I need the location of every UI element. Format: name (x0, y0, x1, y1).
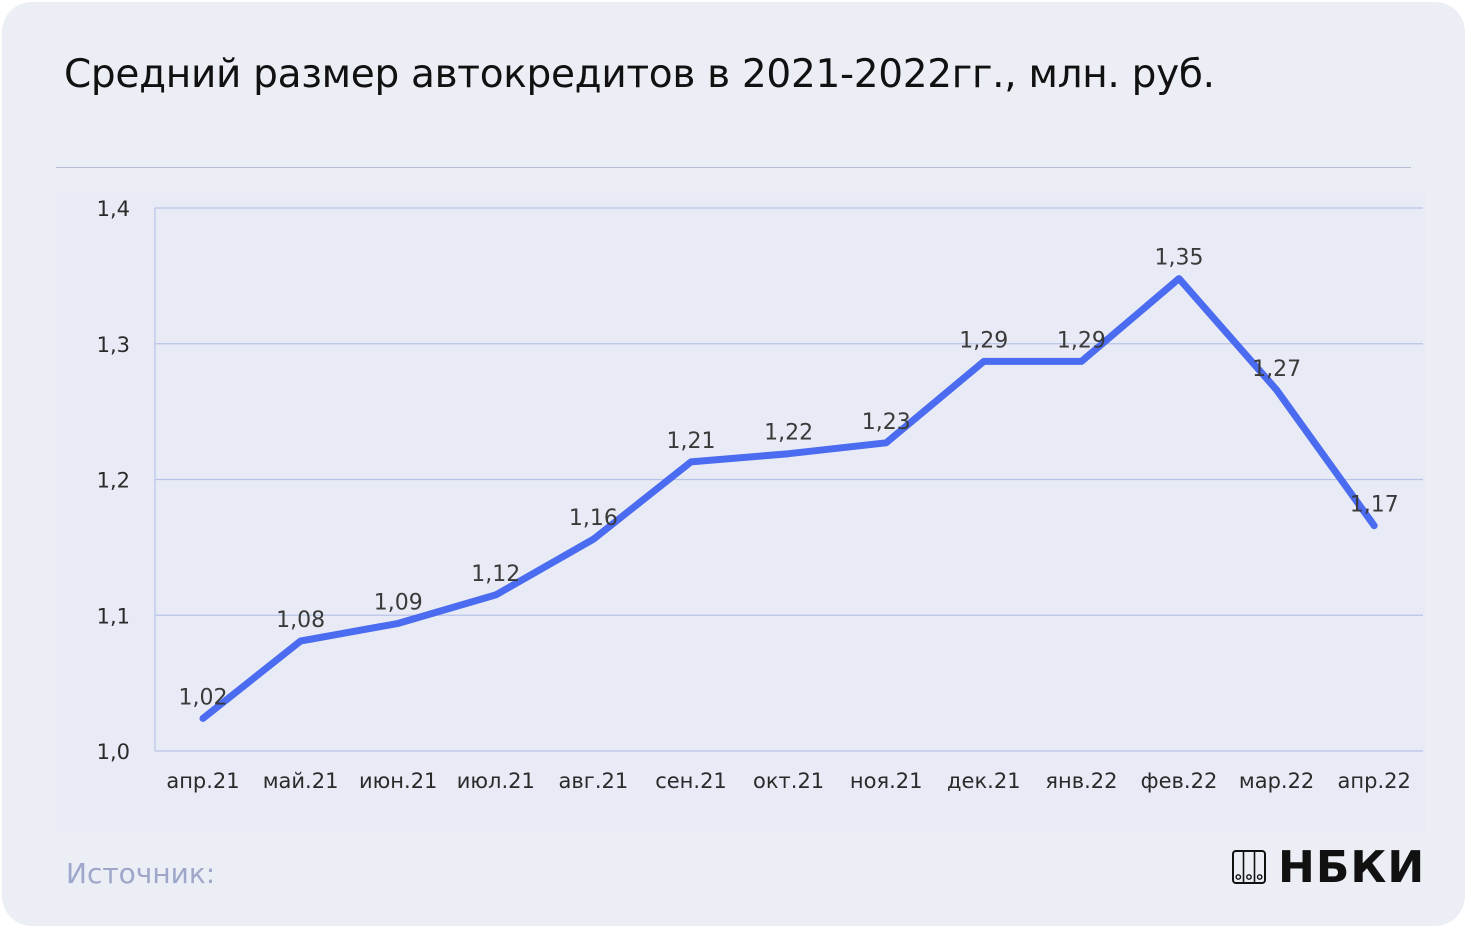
y-tick-label: 1,2 (97, 469, 130, 493)
data-label: 1,17 (1350, 493, 1399, 518)
x-tick-label: фев.22 (1141, 769, 1218, 793)
x-tick-label: ноя.21 (850, 769, 923, 793)
x-tick-label: июл.21 (457, 769, 535, 793)
data-label: 1,29 (1057, 328, 1106, 353)
x-tick-label: апр.22 (1338, 769, 1411, 793)
source-label: Источник: (66, 857, 216, 890)
x-axis-ticks: апр.21 май.21 июн.21 июл.21 авг.21 сен.21 окт.… (166, 769, 1411, 793)
data-label: 1,29 (959, 328, 1008, 353)
plot-background (56, 192, 1425, 832)
data-label: 1,12 (471, 562, 520, 587)
data-label: 1,09 (374, 590, 423, 615)
chart-title: Средний размер автокредитов в 2021-2022г… (64, 52, 1215, 97)
data-labels: 1,02 1,08 1,09 1,12 1,16 1,21 1,22 1,23 1,29 1,29… (179, 246, 1399, 711)
logo: НБКИ (1232, 841, 1426, 893)
x-tick-label: июн.21 (359, 769, 437, 793)
data-label: 1,02 (179, 685, 228, 710)
data-label: 1,35 (1155, 246, 1204, 271)
y-tick-label: 1,0 (97, 740, 130, 764)
x-tick-label: май.21 (263, 769, 339, 793)
data-label: 1,23 (862, 410, 911, 435)
title-divider (56, 167, 1411, 168)
grid-lines (154, 207, 1423, 752)
data-label: 1,27 (1252, 357, 1301, 382)
line-chart: 1,0 1,1 1,2 1,3 1,4 апр.21 май.21 июн.21 июл.21… (56, 192, 1425, 832)
data-label: 1,16 (569, 506, 618, 531)
x-tick-label: мар.22 (1239, 769, 1314, 793)
x-tick-label: янв.22 (1045, 769, 1117, 793)
logo-text: НБКИ (1278, 841, 1426, 893)
x-tick-label: дек.21 (947, 769, 1021, 793)
data-label: 1,22 (764, 421, 813, 446)
data-label: 1,08 (276, 608, 325, 633)
x-tick-label: авг.21 (559, 769, 629, 793)
data-label: 1,21 (667, 429, 716, 454)
y-tick-label: 1,4 (97, 197, 130, 221)
series-line (199, 275, 1378, 722)
x-tick-label: апр.21 (166, 769, 239, 793)
y-tick-label: 1,3 (97, 333, 130, 357)
nbki-columns-icon (1232, 850, 1266, 884)
y-tick-label: 1,1 (97, 604, 130, 628)
x-tick-label: сен.21 (655, 769, 727, 793)
x-tick-label: окт.21 (753, 769, 824, 793)
y-axis-ticks: 1,0 1,1 1,2 1,3 1,4 (97, 197, 130, 764)
